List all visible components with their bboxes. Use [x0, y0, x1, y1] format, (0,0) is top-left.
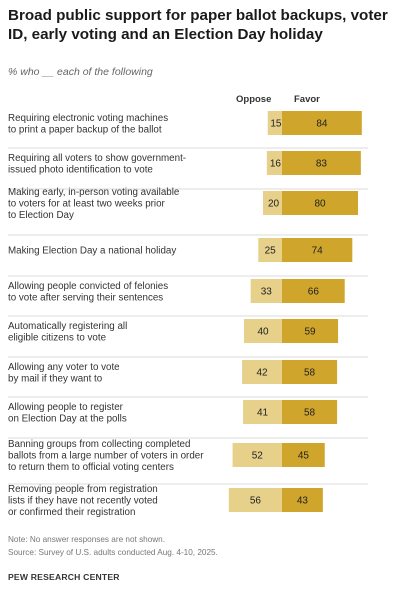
oppose-bar — [266, 151, 282, 175]
favor-bar — [282, 111, 362, 135]
category-label: Allowing people to register on Election D… — [8, 402, 127, 425]
category-label: Allowing people convicted of felonies to … — [8, 281, 168, 304]
category-label: Making early, in-person voting available… — [8, 187, 180, 221]
pew-research-center-logo: PEW RESEARCH CENTER — [8, 572, 120, 582]
favor-bar — [282, 191, 358, 215]
favor-value-label: 58 — [304, 408, 316, 419]
favor-bar — [282, 238, 353, 262]
favor-bar — [282, 319, 339, 343]
favor-value-label: 66 — [308, 287, 320, 298]
oppose-value-label: 25 — [265, 246, 277, 257]
note-text: Note: No answer responses are not shown. — [8, 535, 166, 544]
favor-value-label: 43 — [297, 496, 309, 507]
favor-value-label: 45 — [298, 451, 310, 462]
favor-bar — [282, 151, 361, 175]
oppose-value-label: 42 — [256, 368, 268, 379]
chart-subtitle: % who __ each of the following — [8, 66, 153, 78]
oppose-bar — [250, 279, 282, 303]
favor-value-label: 59 — [304, 327, 316, 338]
oppose-value-label: 33 — [261, 287, 273, 298]
favor-bar — [282, 400, 338, 424]
oppose-bar — [232, 443, 282, 467]
oppose-bar — [267, 111, 282, 135]
chart-title: Broad public support for paper ballot ba… — [8, 7, 388, 43]
favor-bar — [282, 279, 345, 303]
oppose-bar — [243, 400, 282, 424]
oppose-column-header: Oppose — [236, 94, 272, 105]
favor-bar — [282, 443, 325, 467]
favor-column-header: Favor — [294, 94, 320, 105]
oppose-bar — [228, 488, 282, 512]
favor-value-label: 80 — [314, 199, 326, 210]
category-label: Automatically registering all eligible ci… — [8, 321, 127, 344]
oppose-value-label: 15 — [270, 119, 282, 130]
category-label: Banning groups from collecting completed… — [8, 439, 204, 473]
oppose-value-label: 16 — [270, 159, 282, 170]
favor-value-label: 84 — [316, 119, 328, 130]
oppose-bar — [263, 191, 282, 215]
favor-value-label: 58 — [304, 368, 316, 379]
oppose-bar — [242, 360, 282, 384]
oppose-bar — [258, 238, 282, 262]
oppose-value-label: 41 — [257, 408, 269, 419]
category-label: Allowing any voter to vote by mail if the… — [8, 362, 120, 385]
category-label: Removing people from registration lists i… — [8, 484, 158, 518]
oppose-value-label: 20 — [268, 199, 280, 210]
favor-value-label: 83 — [316, 159, 328, 170]
oppose-value-label: 40 — [257, 327, 269, 338]
category-label: Making Election Day a national holiday — [8, 246, 176, 257]
source-text: Source: Survey of U.S. adults conducted … — [8, 548, 218, 557]
favor-bar — [282, 360, 338, 384]
oppose-value-label: 52 — [252, 451, 264, 462]
category-label: Requiring all voters to show government-… — [8, 153, 186, 176]
favor-value-label: 74 — [312, 246, 324, 257]
oppose-value-label: 56 — [250, 496, 262, 507]
oppose-bar — [244, 319, 282, 343]
favor-bar — [282, 488, 323, 512]
category-label: Requiring electronic voting machines to p… — [8, 113, 168, 136]
